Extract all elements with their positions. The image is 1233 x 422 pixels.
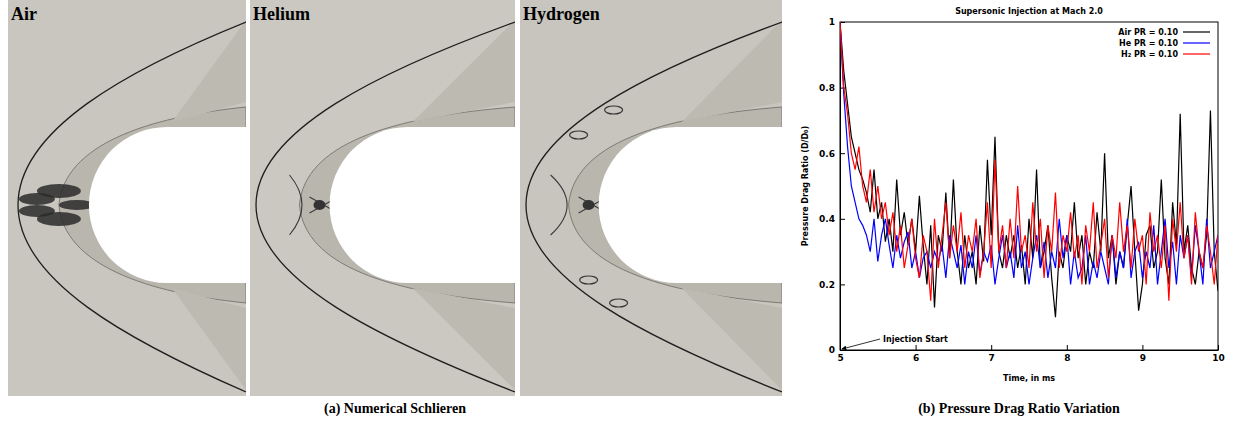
body: [599, 127, 782, 283]
y-tick-mark: [840, 22, 845, 23]
x-tick: 10: [1212, 345, 1225, 363]
y-tick-label: 0: [829, 345, 835, 355]
body: [330, 127, 515, 283]
series-group: [840, 22, 1218, 317]
x-tick: 9: [1140, 345, 1146, 363]
y-tick-label: 0.4: [819, 214, 835, 224]
series-line: [840, 22, 1218, 301]
legend-label: Air PR = 0.10: [1118, 28, 1178, 37]
x-tick-mark: [1067, 345, 1068, 350]
vortex: [580, 276, 598, 284]
y-tick-label: 0.6: [819, 149, 835, 159]
y-tick-mark: [840, 219, 845, 220]
line-chart: 5 6 7 8 9 10 0 0.2 0.4 0.6 0.8 1 Air PR = 0.10 He PR …: [801, 7, 1225, 383]
y-tick: 0: [829, 345, 845, 355]
annotation-label: Injection Start: [883, 335, 948, 344]
jet-blob: [19, 193, 55, 205]
y-tick: 0.8: [819, 83, 845, 93]
y-tick-label: 1: [829, 17, 835, 27]
series-line: [840, 22, 1218, 284]
shear-layer: [682, 288, 782, 390]
y-tick: 0.2: [819, 280, 845, 290]
x-tick-label: 10: [1212, 353, 1225, 363]
body: [89, 127, 246, 283]
x-tick-mark: [1142, 345, 1143, 350]
vortex: [605, 106, 623, 114]
x-axis: 5 6 7 8 9 10: [837, 345, 1224, 363]
x-tick-label: 8: [1064, 353, 1070, 363]
panel-label: Air: [11, 4, 37, 24]
x-tick-label: 6: [913, 353, 919, 363]
y-axis-title: Pressure Drag Ratio (D/D₀): [801, 126, 810, 247]
x-tick: 8: [1064, 345, 1070, 363]
y-tick-mark: [840, 284, 845, 285]
y-tick: 0.6: [819, 149, 845, 159]
y-tick-label: 0.2: [819, 280, 835, 290]
panel-label: Hydrogen: [523, 4, 600, 24]
x-tick-label: 9: [1140, 353, 1146, 363]
x-tick: 6: [913, 345, 919, 363]
shear-layer: [172, 20, 246, 122]
schlieren-panel: [520, 0, 782, 396]
shear-layer: [413, 20, 516, 122]
y-tick-label: 0.8: [819, 83, 835, 93]
legend-swatch: [1183, 31, 1210, 32]
jet-blob: [583, 200, 595, 210]
legend: Air PR = 0.10 He PR = 0.10 H₂ PR = 0.10: [1118, 28, 1210, 59]
shear-layer: [682, 20, 782, 122]
x-tick-label: 5: [837, 353, 843, 363]
legend-swatch: [1183, 42, 1210, 43]
legend-label: H₂ PR = 0.10: [1121, 50, 1178, 59]
annotation-arrow: [842, 339, 880, 349]
y-axis: 0 0.2 0.4 0.6 0.8 1: [819, 17, 845, 355]
y-tick: 0.4: [819, 214, 845, 224]
y-axis-line: [840, 23, 841, 351]
x-axis-line: [841, 350, 1219, 351]
caption: (b) Pressure Drag Ratio Variation: [918, 401, 1120, 417]
schlieren-panel: [8, 0, 246, 396]
x-tick-mark: [1218, 345, 1219, 350]
chart-title: Supersonic Injection at Mach 2.0: [955, 7, 1103, 16]
panel-label: Helium: [253, 4, 310, 24]
y-tick-mark: [840, 153, 845, 154]
series-line: [840, 22, 1218, 317]
vortex: [610, 299, 628, 307]
jet-structure: [19, 184, 95, 226]
figure: Air Helium Hydrogen (a) Numerical Schlieren…: [0, 0, 1233, 422]
x-tick: 7: [989, 345, 995, 363]
shear-layer: [413, 288, 516, 390]
x-tick-mark: [991, 345, 992, 350]
x-tick-label: 7: [989, 353, 995, 363]
y-tick: 1: [829, 17, 845, 27]
x-tick-mark: [916, 345, 917, 350]
plot-frame: [840, 22, 1218, 350]
x-axis-title: Time, in ms: [1003, 374, 1055, 383]
vortex: [570, 131, 588, 139]
y-tick-mark: [840, 350, 845, 351]
caption: (a) Numerical Schlieren: [324, 401, 466, 417]
legend-swatch: [1183, 53, 1210, 54]
legend-label: He PR = 0.10: [1119, 39, 1178, 48]
schlieren-panel: [250, 0, 515, 396]
jet-blob: [19, 205, 55, 217]
jet-blob: [314, 200, 326, 210]
